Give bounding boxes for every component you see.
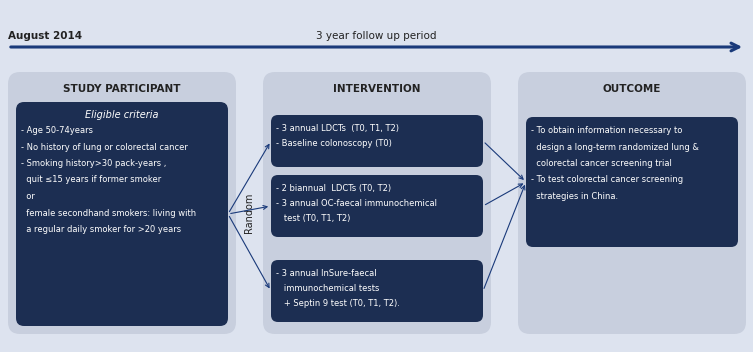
FancyBboxPatch shape — [263, 72, 491, 334]
Text: a regular daily smoker for >20 years: a regular daily smoker for >20 years — [21, 225, 181, 234]
Text: strategies in China.: strategies in China. — [531, 192, 618, 201]
Text: - 2 biannual  LDCTs (T0, T2): - 2 biannual LDCTs (T0, T2) — [276, 184, 391, 193]
Text: colorectal cancer screening trial: colorectal cancer screening trial — [531, 159, 672, 168]
Text: - Age 50-74years: - Age 50-74years — [21, 126, 93, 135]
Text: - Smoking history>30 pack-years ,: - Smoking history>30 pack-years , — [21, 159, 166, 168]
Text: STUDY PARTICIPANT: STUDY PARTICIPANT — [63, 84, 181, 94]
Text: design a long-term randomized lung &: design a long-term randomized lung & — [531, 143, 699, 151]
FancyBboxPatch shape — [526, 117, 738, 247]
Text: - No history of lung or colorectal cancer: - No history of lung or colorectal cance… — [21, 143, 188, 151]
Text: 3 year follow up period: 3 year follow up period — [316, 31, 436, 41]
Text: Random: Random — [244, 193, 254, 233]
Text: or: or — [21, 192, 35, 201]
FancyBboxPatch shape — [8, 72, 236, 334]
FancyBboxPatch shape — [271, 115, 483, 167]
FancyBboxPatch shape — [518, 72, 746, 334]
Text: - To test colorectal cancer screening: - To test colorectal cancer screening — [531, 176, 683, 184]
Text: Eligible criteria: Eligible criteria — [85, 110, 159, 120]
FancyBboxPatch shape — [271, 260, 483, 322]
Text: + Septin 9 test (T0, T1, T2).: + Septin 9 test (T0, T1, T2). — [276, 299, 400, 308]
Text: August 2014: August 2014 — [8, 31, 82, 41]
Text: quit ≤15 years if former smoker: quit ≤15 years if former smoker — [21, 176, 161, 184]
Text: - 3 annual LDCTs  (T0, T1, T2): - 3 annual LDCTs (T0, T1, T2) — [276, 124, 399, 133]
Text: test (T0, T1, T2): test (T0, T1, T2) — [276, 214, 350, 223]
Text: - Baseline colonoscopy (T0): - Baseline colonoscopy (T0) — [276, 139, 392, 148]
FancyBboxPatch shape — [271, 175, 483, 237]
Text: OUTCOME: OUTCOME — [603, 84, 661, 94]
Text: - 3 annual OC-faecal immunochemical: - 3 annual OC-faecal immunochemical — [276, 199, 437, 208]
FancyBboxPatch shape — [16, 102, 228, 326]
Text: INTERVENTION: INTERVENTION — [334, 84, 421, 94]
Text: - To obtain information necessary to: - To obtain information necessary to — [531, 126, 682, 135]
Text: - 3 annual InSure-faecal: - 3 annual InSure-faecal — [276, 269, 376, 278]
Text: immunochemical tests: immunochemical tests — [276, 284, 380, 293]
Text: female secondhand smokers: living with: female secondhand smokers: living with — [21, 208, 196, 218]
